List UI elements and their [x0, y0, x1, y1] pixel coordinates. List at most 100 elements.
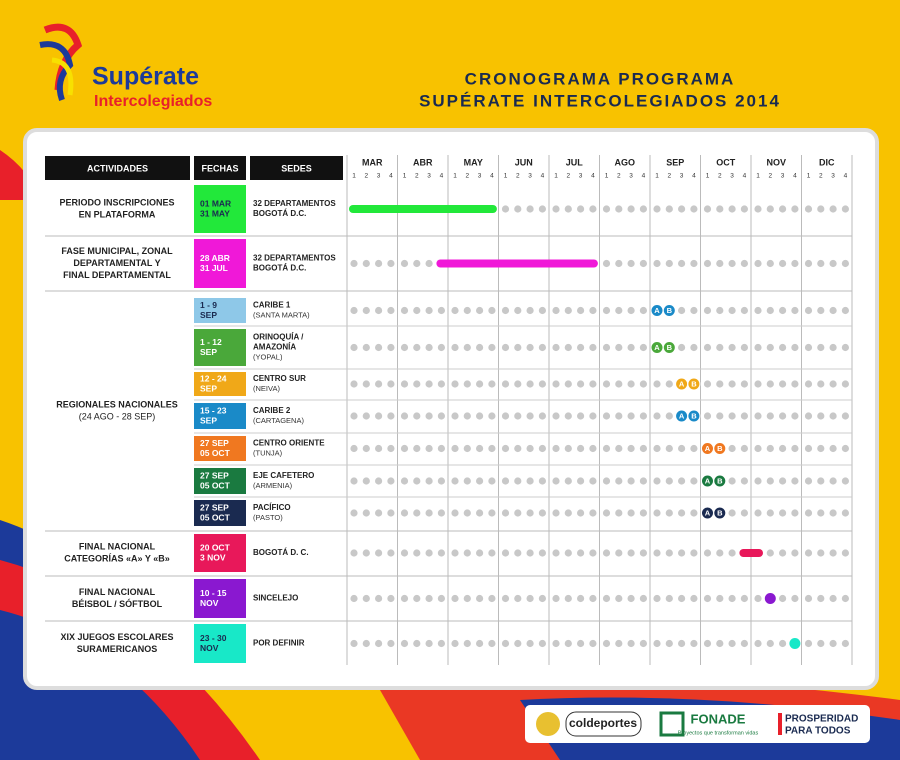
week-dot [665, 444, 673, 453]
week-dot [501, 444, 510, 453]
week-dot [526, 380, 534, 388]
week-dot [665, 594, 673, 603]
week-dot [615, 380, 623, 388]
week-dot [703, 549, 712, 557]
week-dot [690, 259, 698, 268]
week-dot [639, 639, 648, 648]
week-dot [514, 549, 522, 557]
week-dot [841, 509, 850, 517]
month-label: DIC [819, 157, 835, 167]
week-dot [564, 594, 572, 603]
week-dot [678, 639, 686, 648]
week-dot [716, 412, 724, 420]
week-dot [476, 549, 484, 557]
date-text: 05 OCT [200, 448, 231, 458]
week-dot [350, 412, 358, 420]
week-dot [425, 343, 433, 352]
week-dot [589, 444, 597, 453]
week-dot [740, 594, 749, 603]
week-label: 3 [377, 173, 381, 180]
badge-label: B [667, 343, 673, 352]
venue-city: (NEIVA) [253, 384, 280, 393]
week-dot [665, 380, 673, 388]
date-box [194, 298, 246, 323]
week-dot [653, 259, 661, 268]
week-dot [754, 509, 762, 517]
week-dot [615, 509, 623, 517]
week-dot [413, 509, 421, 517]
week-dot [754, 259, 762, 268]
month-label: OCT [716, 157, 736, 167]
date-box [194, 185, 246, 233]
week-dot [425, 509, 433, 517]
week-dot [602, 306, 611, 315]
title-line2: SUPÉRATE INTERCOLEGIADOS 2014 [419, 91, 781, 110]
week-label: 4 [541, 173, 545, 180]
week-dot [639, 259, 648, 268]
week-dot [400, 343, 409, 352]
week-dot [577, 477, 585, 485]
week-dot [488, 509, 496, 517]
week-dot [400, 639, 409, 648]
week-dot [526, 549, 534, 557]
week-dot [413, 444, 421, 453]
week-dot [639, 205, 648, 213]
date-box [194, 239, 246, 288]
week-dot [463, 412, 471, 420]
week-dot [564, 639, 572, 648]
week-dot [829, 509, 837, 517]
week-dot [829, 306, 837, 315]
week-dot [716, 205, 724, 213]
column-header: SEDES [281, 163, 312, 173]
week-dot [766, 306, 774, 315]
week-dot [653, 444, 661, 453]
coldeportes: coldeportes [569, 716, 637, 730]
week-dot [400, 594, 409, 603]
week-dot [791, 306, 799, 315]
venue-city: (YOPAL) [253, 352, 283, 361]
date-text: 27 SEP [200, 470, 229, 480]
week-dot [526, 343, 534, 352]
date-text: 23 - 30 [200, 633, 227, 643]
week-dot [552, 477, 560, 485]
week-dot [425, 639, 433, 648]
week-dot [501, 477, 510, 485]
week-dot [564, 380, 572, 388]
week-dot [589, 639, 597, 648]
title-line1: CRONOGRAMA PROGRAMA [465, 69, 736, 88]
week-dot [526, 594, 534, 603]
date-text: SEP [200, 347, 217, 357]
week-dot [451, 343, 459, 352]
date-box [194, 534, 246, 572]
week-dot [791, 594, 799, 603]
week-dot [716, 549, 724, 557]
date-box [194, 624, 246, 663]
week-dot [362, 639, 370, 648]
week-dot [639, 412, 648, 420]
week-dot [463, 343, 471, 352]
week-dot [552, 549, 560, 557]
week-dot [817, 509, 825, 517]
week-dot [350, 639, 358, 648]
week-dot [476, 639, 484, 648]
week-dot [627, 306, 635, 315]
week-dot [829, 343, 837, 352]
week-dot [451, 380, 459, 388]
week-dot [501, 343, 510, 352]
week-dot [817, 549, 825, 557]
week-dot [791, 259, 799, 268]
week-dot [463, 477, 471, 485]
venue: CENTRO ORIENTE [253, 439, 325, 448]
date-box [194, 329, 246, 366]
week-dot [817, 343, 825, 352]
week-dot [375, 380, 383, 388]
week-label: 4 [743, 173, 747, 180]
week-dot [437, 549, 445, 557]
week-dot [829, 412, 837, 420]
week-dot [766, 343, 774, 352]
column-header: ACTIVIDADES [87, 163, 148, 173]
date-text: 1 - 12 [200, 337, 222, 347]
week-dot [627, 594, 635, 603]
week-dot [639, 509, 648, 517]
